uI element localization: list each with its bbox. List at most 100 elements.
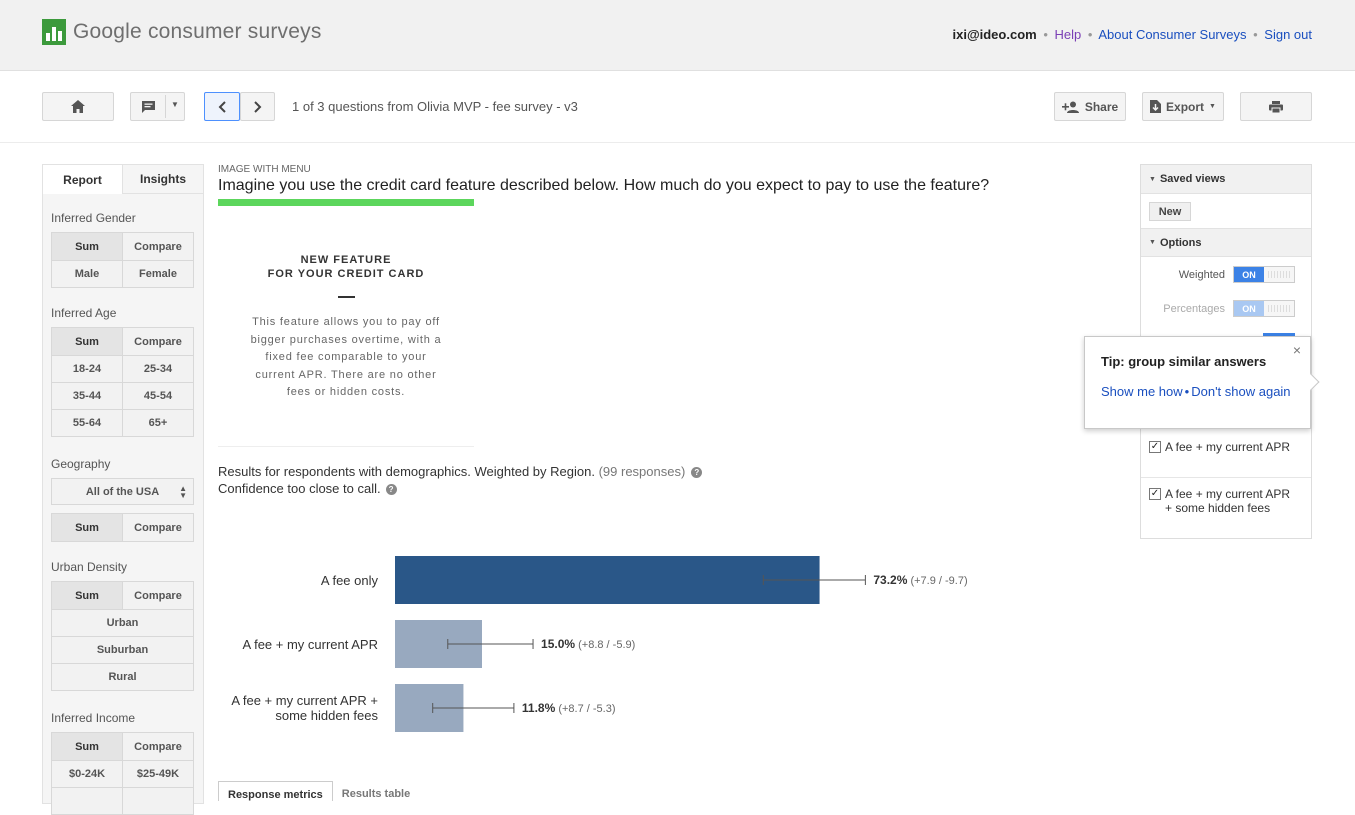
- category-label: A fee only: [321, 573, 379, 588]
- tip-popover: Tip: group similar answers × Show me how…: [1084, 336, 1320, 429]
- income-compare-option[interactable]: Compare: [122, 733, 193, 760]
- account-links: ixi@ideo.com • Help • About Consumer Sur…: [952, 27, 1313, 42]
- age-option[interactable]: 18-24: [72, 363, 102, 375]
- suburban-option[interactable]: Suburban: [96, 644, 149, 656]
- gender-label: Inferred Gender: [51, 211, 136, 225]
- question-text: Imagine you use the credit card feature …: [218, 177, 990, 194]
- options-header[interactable]: ▼ Options: [1141, 228, 1311, 257]
- geography-select[interactable]: All of the USA ▲ ▼: [51, 478, 194, 505]
- tab-response-metrics[interactable]: Response metrics: [218, 781, 333, 801]
- geography-sum-option[interactable]: Sum: [52, 514, 122, 541]
- bar: [395, 556, 820, 604]
- gender-male-option[interactable]: Male: [74, 268, 100, 280]
- percentages-toggle[interactable]: ON: [1233, 300, 1295, 317]
- tip-links: Show me how • Don't show again: [1101, 384, 1291, 399]
- panel-tabs: Report Insights: [43, 165, 203, 194]
- tab-insights[interactable]: Insights: [123, 165, 203, 194]
- rural-option[interactable]: Rural: [108, 671, 137, 683]
- question-type: IMAGE WITH MENU: [218, 164, 311, 175]
- caret-down-icon: ▼: [1149, 239, 1156, 246]
- chevron-down-icon: ▼: [1209, 103, 1216, 110]
- saved-views-header[interactable]: ▼ Saved views: [1141, 165, 1311, 194]
- urban-density-segment: Sum Compare Urban Suburban Rural: [51, 581, 194, 691]
- urban-compare-option[interactable]: Compare: [122, 582, 193, 609]
- income-label: Inferred Income: [51, 711, 136, 725]
- age-option[interactable]: 65+: [122, 410, 193, 436]
- geography-segment: Sum Compare: [51, 513, 194, 542]
- chevron-down-icon: ▼: [171, 100, 179, 109]
- home-button[interactable]: [42, 92, 114, 121]
- help-icon[interactable]: ?: [385, 484, 397, 496]
- dont-show-again-link[interactable]: Don't show again: [1191, 384, 1291, 399]
- percentages-option: Percentages ON: [1163, 300, 1295, 317]
- checkbox-checked-icon: ✓: [1149, 441, 1161, 453]
- gender-sum-option[interactable]: Sum: [52, 233, 122, 260]
- response-count: (99 responses): [598, 464, 686, 479]
- chevron-right-icon: [253, 100, 261, 113]
- tab-report[interactable]: Report: [43, 165, 123, 194]
- gender-compare-option[interactable]: Compare: [122, 233, 193, 260]
- income-segment: Sum Compare $0-24K $25-49K: [51, 732, 194, 815]
- help-link[interactable]: Help: [1054, 27, 1082, 42]
- download-icon: [1150, 100, 1162, 113]
- checkbox-checked-icon: ✓: [1149, 488, 1161, 500]
- about-link[interactable]: About Consumer Surveys: [1098, 27, 1247, 42]
- weighted-label: Weighted: [1178, 268, 1225, 281]
- results-summary: Results for respondents with demographic…: [218, 463, 703, 497]
- age-option[interactable]: 55-64: [72, 417, 102, 429]
- age-option[interactable]: 25-34: [122, 356, 193, 382]
- urban-sum-option[interactable]: Sum: [52, 582, 122, 609]
- value-label: 15.0% (+8.8 / -5.9): [541, 637, 635, 651]
- answer-checkbox[interactable]: ✓ A fee + my current APR: [1149, 440, 1291, 454]
- income-option[interactable]: $0-24K: [68, 768, 106, 780]
- share-button[interactable]: Share: [1054, 92, 1126, 121]
- age-sum-option[interactable]: Sum: [52, 328, 122, 355]
- question-counter: 1 of 3 questions from Olivia MVP - fee s…: [292, 99, 578, 114]
- urban-option[interactable]: Urban: [106, 617, 139, 629]
- age-option[interactable]: 35-44: [72, 390, 102, 402]
- weighted-toggle[interactable]: ON: [1233, 266, 1295, 283]
- help-icon[interactable]: ?: [691, 467, 703, 479]
- top-bar: Google consumer surveys ixi@ideo.com • H…: [0, 0, 1355, 71]
- income-option[interactable]: $25-49K: [122, 761, 193, 787]
- comment-icon: [142, 101, 155, 113]
- urban-density-label: Urban Density: [51, 560, 128, 574]
- gender-female-option[interactable]: Female: [122, 261, 193, 287]
- select-arrows-icon: ▲ ▼: [179, 484, 187, 500]
- weighted-option: Weighted ON: [1179, 266, 1295, 283]
- print-button[interactable]: [1240, 92, 1312, 121]
- geography-select-value: All of the USA: [85, 485, 160, 498]
- new-view-button[interactable]: New: [1149, 202, 1191, 221]
- user-email: ixi@ideo.com: [952, 27, 1037, 42]
- feature-description: This feature allows you to pay off bigge…: [250, 316, 442, 398]
- feature-title: NEW FEATURE FOR YOUR CREDIT CARD: [267, 254, 425, 280]
- geography-label: Geography: [51, 457, 111, 471]
- share-label: Share: [1084, 99, 1119, 114]
- category-label: A fee + my current APR + some hidden fees: [231, 693, 378, 723]
- answer-checkbox[interactable]: ✓ A fee + my current APR + some hidden f…: [1149, 487, 1291, 515]
- progress-bar: [218, 199, 474, 206]
- logo[interactable]: Google consumer surveys: [42, 19, 322, 45]
- income-sum-option[interactable]: Sum: [52, 733, 122, 760]
- percentages-label: Percentages: [1163, 302, 1225, 315]
- results-bar-chart: A fee only 73.2% (+7.9 / -9.7) A fee + my …: [231, 556, 968, 732]
- export-label: Export: [1166, 99, 1205, 114]
- comment-menu-button[interactable]: ▼: [130, 92, 185, 121]
- tab-results-table[interactable]: Results table: [341, 788, 411, 800]
- home-icon: [71, 100, 85, 113]
- print-icon: [1269, 100, 1283, 113]
- show-me-how-link[interactable]: Show me how: [1101, 384, 1183, 399]
- value-label: 73.2% (+7.9 / -9.7): [873, 573, 967, 587]
- geography-compare-option[interactable]: Compare: [122, 514, 193, 541]
- age-option[interactable]: 45-54: [122, 383, 193, 409]
- add-person-icon: [1061, 101, 1079, 113]
- tip-title: Tip: group similar answers: [1101, 354, 1267, 369]
- filter-panel: Report Insights Inferred Gender Sum Compa…: [42, 164, 204, 815]
- confidence-text: Confidence too close to call.: [218, 481, 381, 496]
- sign-out-link[interactable]: Sign out: [1264, 27, 1312, 42]
- previous-question-button[interactable]: [204, 92, 240, 121]
- export-button[interactable]: Export ▼: [1142, 92, 1224, 121]
- close-icon[interactable]: ×: [1292, 342, 1301, 358]
- next-question-button[interactable]: [240, 92, 275, 121]
- age-compare-option[interactable]: Compare: [122, 328, 193, 355]
